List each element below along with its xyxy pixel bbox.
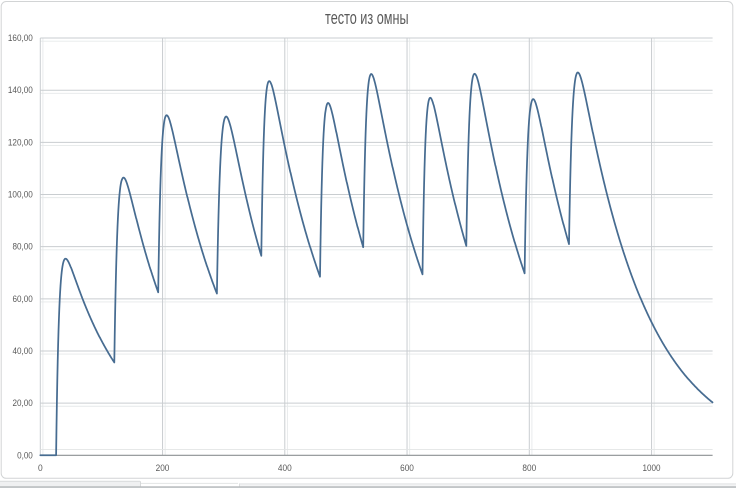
svg-text:60,00: 60,00 xyxy=(13,294,33,305)
svg-text:600: 600 xyxy=(400,463,414,474)
svg-text:тесто из омны: тесто из омны xyxy=(325,8,409,28)
svg-text:200: 200 xyxy=(156,463,170,474)
svg-text:800: 800 xyxy=(522,463,536,474)
svg-text:20,00: 20,00 xyxy=(13,398,33,409)
svg-text:0: 0 xyxy=(38,463,43,474)
svg-text:100,00: 100,00 xyxy=(8,190,33,201)
svg-text:0,00: 0,00 xyxy=(17,450,33,461)
svg-text:400: 400 xyxy=(278,463,292,474)
svg-text:120,00: 120,00 xyxy=(8,137,33,148)
svg-text:80,00: 80,00 xyxy=(13,242,33,253)
svg-text:40,00: 40,00 xyxy=(13,346,33,357)
svg-text:160,00: 160,00 xyxy=(8,33,33,44)
svg-text:140,00: 140,00 xyxy=(8,85,33,96)
svg-text:1000: 1000 xyxy=(643,463,661,474)
